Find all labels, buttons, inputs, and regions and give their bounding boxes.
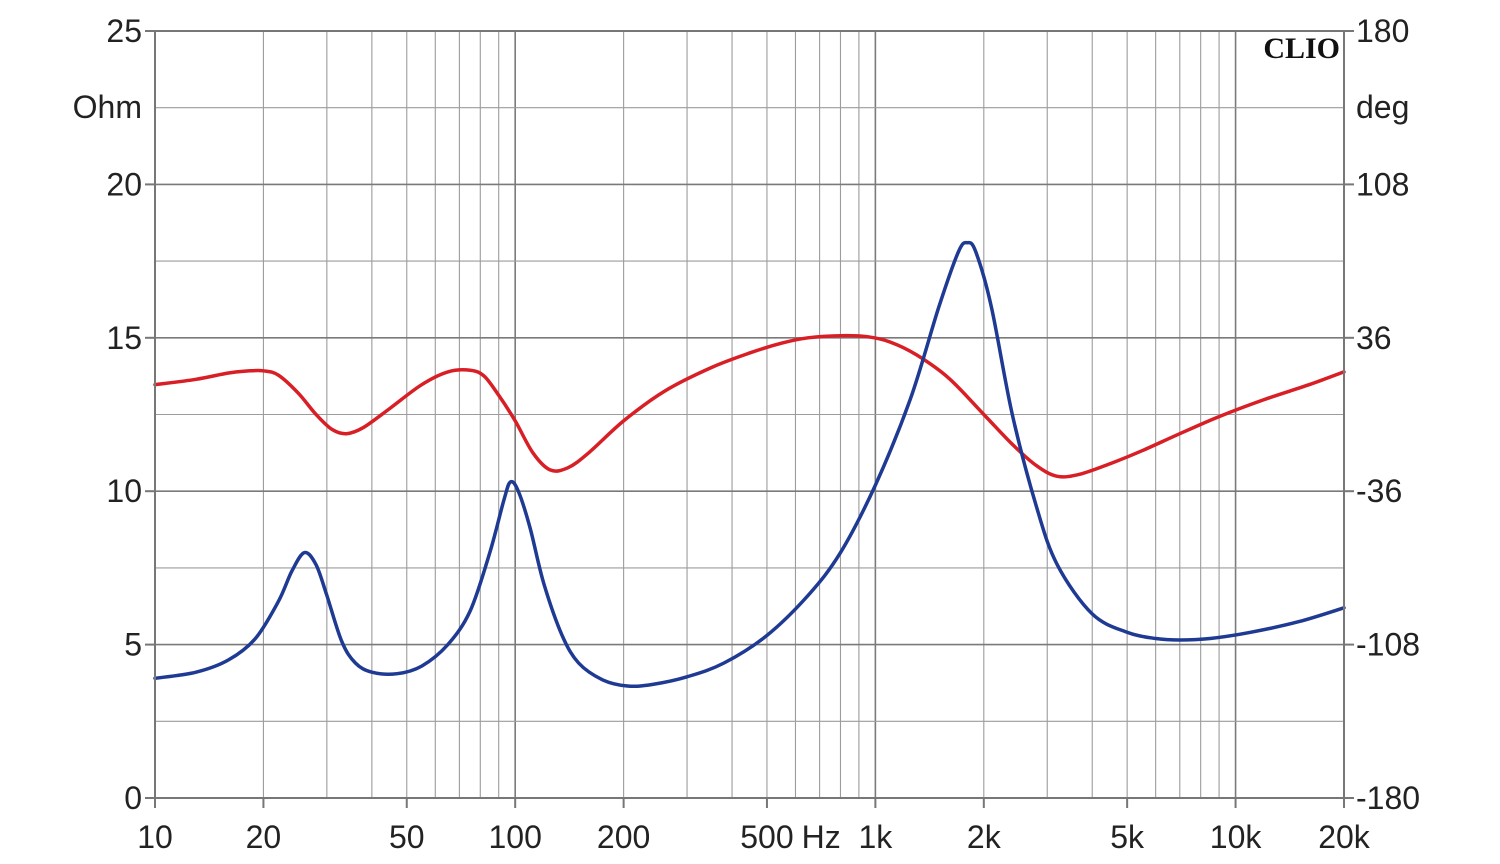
x-tick-label: 10k [1210, 819, 1263, 855]
series-layer [153, 240, 1346, 689]
x-tick-label: 200 [597, 819, 650, 855]
y-left-tick-label: 10 [106, 473, 142, 509]
phase-curve [153, 333, 1346, 479]
x-tick-label: 20 [246, 819, 282, 855]
x-tick-label: 2k [967, 819, 1002, 855]
y-right-tick-label: -36 [1356, 473, 1402, 509]
x-tick-label: 100 [488, 819, 541, 855]
x-tick-label: 5k [1110, 819, 1145, 855]
grid [155, 31, 1344, 798]
brand-label: CLIO [1263, 32, 1340, 65]
axis-labels: 0 5 10 15 20 25 -180 -108 -36 36 108 180 10 20 50 100 20… [106, 13, 1420, 855]
y-right-tick-label: 36 [1356, 320, 1392, 356]
x-unit-label: Hz [802, 819, 841, 855]
y-left-tick-label: 0 [124, 780, 142, 816]
y-right-tick-label: 108 [1356, 166, 1409, 202]
y-left-tick-label: 5 [124, 627, 142, 663]
y-left-tick-label: 20 [106, 166, 142, 202]
y-right-tick-label: -180 [1356, 780, 1420, 816]
y-left-tick-label: 25 [106, 13, 142, 49]
y-right-tick-label: -108 [1356, 627, 1420, 663]
y-right-unit-label: deg [1356, 89, 1409, 125]
x-tick-label: 500 [740, 819, 793, 855]
y-left-unit-label: Ohm [73, 89, 142, 125]
x-tick-label: 50 [389, 819, 425, 855]
x-tick-label: 20k [1318, 819, 1371, 855]
plot-frame [154, 30, 1345, 799]
impedance-curve [153, 240, 1346, 689]
y-left-tick-label: 15 [106, 320, 142, 356]
y-right-tick-label: 180 [1356, 13, 1409, 49]
x-tick-label: 10 [137, 819, 173, 855]
x-tick-label: 1k [858, 819, 893, 855]
